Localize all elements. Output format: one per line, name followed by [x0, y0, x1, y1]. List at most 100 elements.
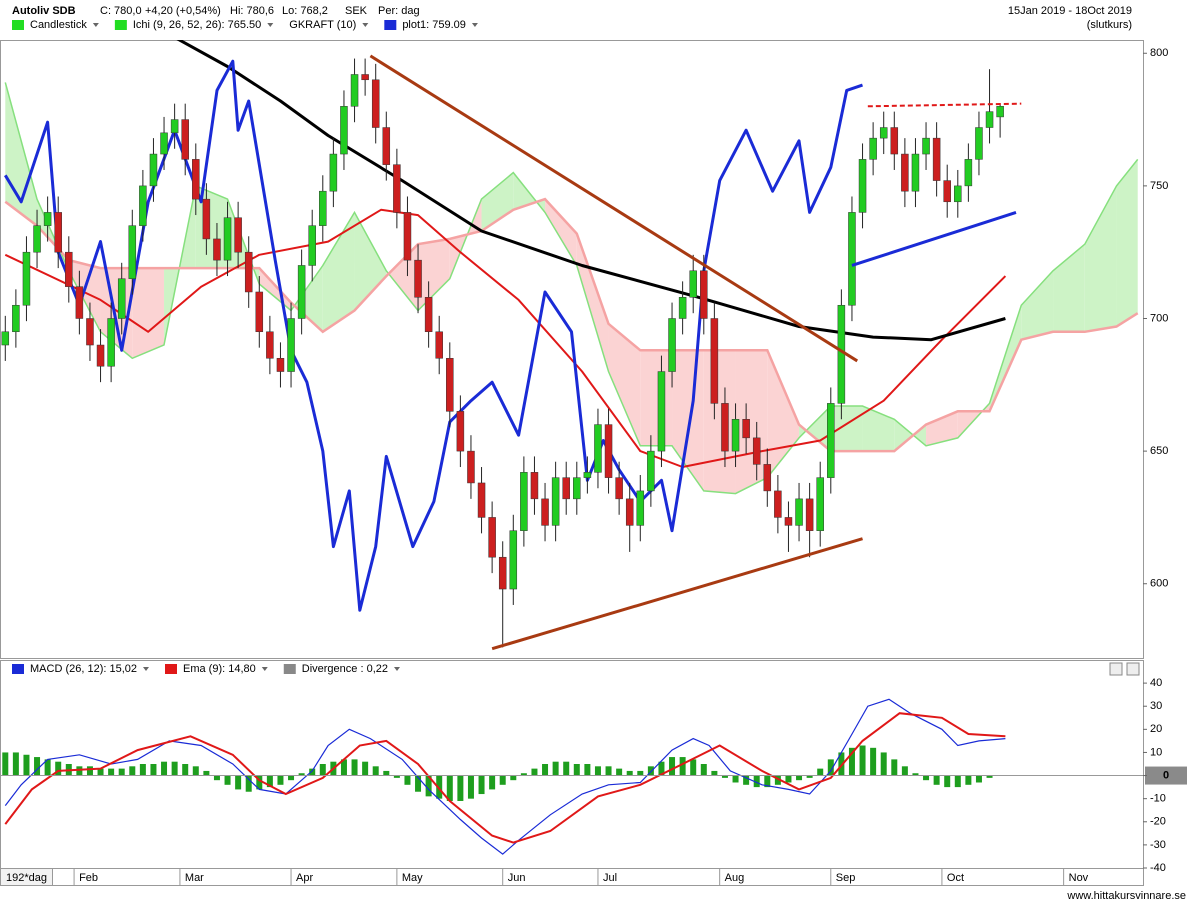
cloud-segment	[640, 350, 673, 446]
y-tick-label: 10	[1150, 746, 1162, 758]
candle-body	[75, 286, 84, 319]
histogram-bar	[954, 775, 961, 788]
candle-body	[170, 119, 179, 134]
histogram-bar	[785, 775, 792, 783]
candle-body	[371, 79, 380, 128]
legend-dropdown	[393, 667, 400, 671]
histogram-bar	[563, 761, 570, 776]
candle-body	[266, 331, 274, 359]
histogram-bar	[393, 775, 400, 778]
zoom-button[interactable]	[1109, 662, 1123, 676]
candle-body	[985, 111, 994, 128]
histogram-bar	[944, 775, 951, 788]
histogram-bar	[23, 754, 30, 776]
candle-body	[911, 153, 920, 192]
histogram-bar	[446, 775, 453, 801]
candle-body	[700, 270, 708, 319]
histogram-bar	[129, 766, 136, 776]
histogram-bar	[86, 766, 93, 776]
candle-body	[96, 344, 105, 367]
y-tick-label: 20	[1150, 723, 1162, 735]
macd-plot	[2, 698, 1006, 855]
histogram-bar	[150, 764, 157, 776]
histogram-bar	[912, 773, 919, 776]
y-tick-label: 0	[1163, 769, 1169, 781]
cloud-segment	[291, 265, 323, 332]
legend-swatch	[12, 664, 24, 674]
legend-dropdown	[143, 667, 149, 671]
histogram-bar	[245, 775, 252, 792]
cloud-segment	[545, 199, 577, 266]
quote-item: Per: dag	[378, 5, 420, 17]
cloud-segment	[703, 350, 736, 494]
histogram-bar	[679, 757, 686, 776]
candle-body	[752, 437, 761, 465]
histogram-bar	[478, 775, 485, 795]
quote-item: C: 780,0	[100, 5, 142, 17]
legend-label: Ichi (9, 26, 52, 26): 765.50	[133, 19, 261, 31]
histogram-bar	[340, 759, 347, 776]
histogram-bar	[986, 775, 993, 778]
histogram-bar	[118, 768, 125, 776]
legend-dropdown	[471, 23, 478, 27]
histogram-bar	[965, 775, 972, 785]
histogram-bar	[139, 764, 146, 776]
cloud-segment	[1021, 270, 1054, 340]
histogram-bar	[880, 752, 887, 776]
histogram-bar	[182, 764, 189, 776]
cloud-segment	[481, 172, 514, 231]
x-tick-label: May	[402, 872, 423, 884]
candle-body	[932, 137, 941, 181]
candle-body	[329, 153, 338, 192]
candle-body	[668, 318, 676, 372]
histogram-bar	[2, 752, 9, 776]
legend-swatch	[114, 20, 127, 30]
candle-body	[340, 106, 348, 155]
candle-body	[202, 198, 211, 240]
histogram-bar	[520, 773, 527, 776]
candle-body	[139, 185, 147, 226]
close-button[interactable]	[1126, 662, 1140, 676]
legend-label: Candlestick	[30, 19, 87, 31]
cloud-segment	[164, 185, 196, 346]
histogram-bar	[605, 766, 612, 776]
candle-body	[424, 297, 433, 333]
candle-body	[996, 106, 1004, 118]
cloud-segment	[830, 406, 863, 452]
histogram-bar	[12, 752, 19, 776]
candle-body	[65, 251, 73, 287]
candle-body	[446, 358, 454, 412]
histogram-bar	[870, 747, 877, 776]
legend-dropdown	[362, 23, 369, 27]
zero-label-box	[1145, 766, 1187, 785]
histogram-bar	[97, 768, 104, 776]
histogram-bar	[817, 768, 824, 776]
histogram-bar	[383, 770, 390, 776]
histogram-bar	[309, 768, 316, 776]
trendline	[491, 537, 863, 651]
candle-body	[827, 403, 835, 478]
quote-item: +4,20 (+0,54%)	[145, 5, 221, 17]
candle-body	[107, 318, 115, 367]
candle-body	[922, 137, 930, 155]
histogram-bar	[732, 775, 739, 783]
histogram-bar	[764, 775, 771, 788]
cloud-segment	[322, 212, 355, 332]
candle-body	[879, 127, 888, 139]
histogram-bar	[806, 775, 813, 778]
candle-body	[403, 212, 412, 261]
histogram-bar	[55, 761, 62, 776]
histogram-bar	[711, 770, 718, 776]
candle-body	[594, 424, 602, 473]
candle-body	[805, 498, 814, 531]
candle-body	[604, 424, 613, 478]
histogram-bar	[838, 752, 845, 776]
candle-body	[541, 498, 549, 526]
macd-line	[4, 712, 1006, 844]
legend-swatch	[12, 20, 24, 30]
histogram-bar	[616, 768, 623, 776]
histogram-bar	[203, 770, 210, 776]
y-tick-label: 800	[1150, 47, 1168, 59]
trendline	[867, 102, 1022, 108]
cloud-span-b	[4, 197, 1139, 453]
